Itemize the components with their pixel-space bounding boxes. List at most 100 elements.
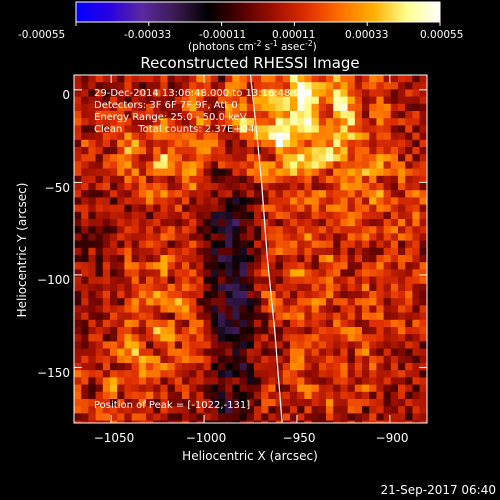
colorbar-tick-label-1: -0.00033 — [124, 29, 171, 41]
heatmap-cell — [160, 391, 168, 400]
heatmap-cell — [182, 305, 190, 313]
heatmap-cell — [225, 269, 233, 277]
heatmap-cell — [88, 355, 96, 364]
heatmap-cell — [376, 89, 384, 97]
heatmap-cell — [246, 312, 255, 321]
heatmap-cell — [347, 370, 356, 378]
heatmap-cell — [232, 298, 240, 306]
heatmap-cell — [218, 283, 226, 292]
heatmap-cell — [326, 312, 334, 321]
heatmap-cell — [239, 175, 248, 184]
heatmap-cell — [74, 384, 82, 393]
heatmap-cell — [376, 147, 384, 155]
heatmap-cell — [383, 233, 392, 241]
heatmap-cell — [167, 161, 176, 169]
heatmap-cell — [333, 413, 341, 421]
heatmap-cell — [174, 247, 183, 256]
heatmap-cell — [117, 319, 125, 328]
heatmap-cell — [304, 96, 312, 105]
heatmap-cell — [426, 399, 427, 407]
heatmap-cell — [426, 96, 427, 105]
heatmap-cell — [210, 219, 219, 227]
heatmap-cell — [311, 262, 320, 270]
heatmap-cell — [232, 226, 240, 234]
heatmap-cell — [160, 262, 168, 270]
heatmap-cell — [369, 420, 377, 423]
heatmap-cell — [326, 341, 334, 349]
heatmap-cell — [333, 391, 341, 400]
heatmap-cell — [146, 276, 154, 285]
heatmap-cell — [210, 168, 219, 177]
heatmap-cell — [326, 103, 334, 112]
heatmap-cell — [268, 413, 276, 421]
heatmap-cell — [153, 370, 161, 378]
heatmap-cell — [131, 348, 140, 357]
heatmap-cell — [153, 233, 161, 241]
heatmap-cell — [383, 75, 392, 83]
heatmap-cell — [182, 204, 190, 213]
heatmap-cell — [282, 82, 291, 90]
heatmap-cell — [153, 132, 161, 141]
heatmap-cell — [110, 175, 118, 184]
heatmap-cell — [275, 211, 284, 220]
heatmap-cell — [131, 420, 140, 423]
heatmap-cell — [333, 298, 341, 306]
heatmap-cell — [95, 168, 104, 177]
heatmap-cell — [326, 262, 334, 270]
heatmap-cell — [210, 204, 219, 213]
heatmap-cell — [203, 262, 212, 270]
heatmap-cell — [311, 413, 320, 421]
heatmap-cell — [153, 226, 161, 234]
heatmap-cell — [167, 319, 176, 328]
heatmap-cell — [290, 420, 298, 423]
heatmap-cell — [117, 139, 125, 148]
heatmap-cell — [347, 269, 356, 277]
heatmap-cell — [369, 291, 377, 299]
heatmap-cell — [297, 219, 305, 227]
heatmap-cell — [390, 219, 399, 227]
heatmap-cell — [326, 291, 334, 299]
heatmap-cell — [124, 197, 132, 205]
heatmap-cell — [117, 82, 125, 90]
heatmap-cell — [232, 240, 240, 249]
heatmap-cell — [160, 291, 168, 299]
heatmap-cell — [74, 75, 82, 83]
heatmap-cell — [131, 283, 140, 292]
heatmap-cell — [261, 204, 269, 213]
heatmap-cell — [362, 233, 370, 241]
heatmap-cell — [340, 175, 348, 184]
heatmap-cell — [282, 305, 291, 313]
heatmap-cell — [254, 96, 262, 105]
heatmap-cell — [426, 125, 427, 133]
heatmap-cell — [196, 327, 204, 335]
heatmap-cell — [318, 363, 327, 371]
heatmap-cell — [426, 103, 427, 112]
heatmap-cell — [340, 154, 348, 162]
heatmap-cell — [160, 103, 168, 112]
heatmap-cell — [340, 384, 348, 393]
heatmap-cell — [239, 211, 248, 220]
heatmap-cell — [131, 89, 140, 97]
heatmap-cell — [182, 319, 190, 328]
heatmap-cell — [347, 341, 356, 349]
heatmap-cell — [88, 269, 96, 277]
heatmap-cell — [167, 262, 176, 270]
heatmap-cell — [383, 276, 392, 285]
heatmap-cell — [81, 89, 89, 97]
heatmap-cell — [110, 255, 118, 263]
heatmap-cell — [297, 247, 305, 256]
heatmap-cell — [340, 334, 348, 342]
heatmap-cell — [138, 247, 147, 256]
heatmap-cell — [383, 399, 392, 407]
heatmap-cell — [398, 211, 406, 220]
heatmap-cell — [326, 319, 334, 328]
heatmap-cell — [203, 319, 212, 328]
heatmap-cell — [95, 341, 104, 349]
heatmap-cell — [419, 125, 427, 133]
heatmap-cell — [225, 175, 233, 184]
heatmap-cell — [74, 298, 82, 306]
heatmap-cell — [275, 247, 284, 256]
heatmap-cell — [74, 327, 82, 335]
heatmap-cell — [362, 420, 370, 423]
heatmap-cell — [311, 161, 320, 169]
